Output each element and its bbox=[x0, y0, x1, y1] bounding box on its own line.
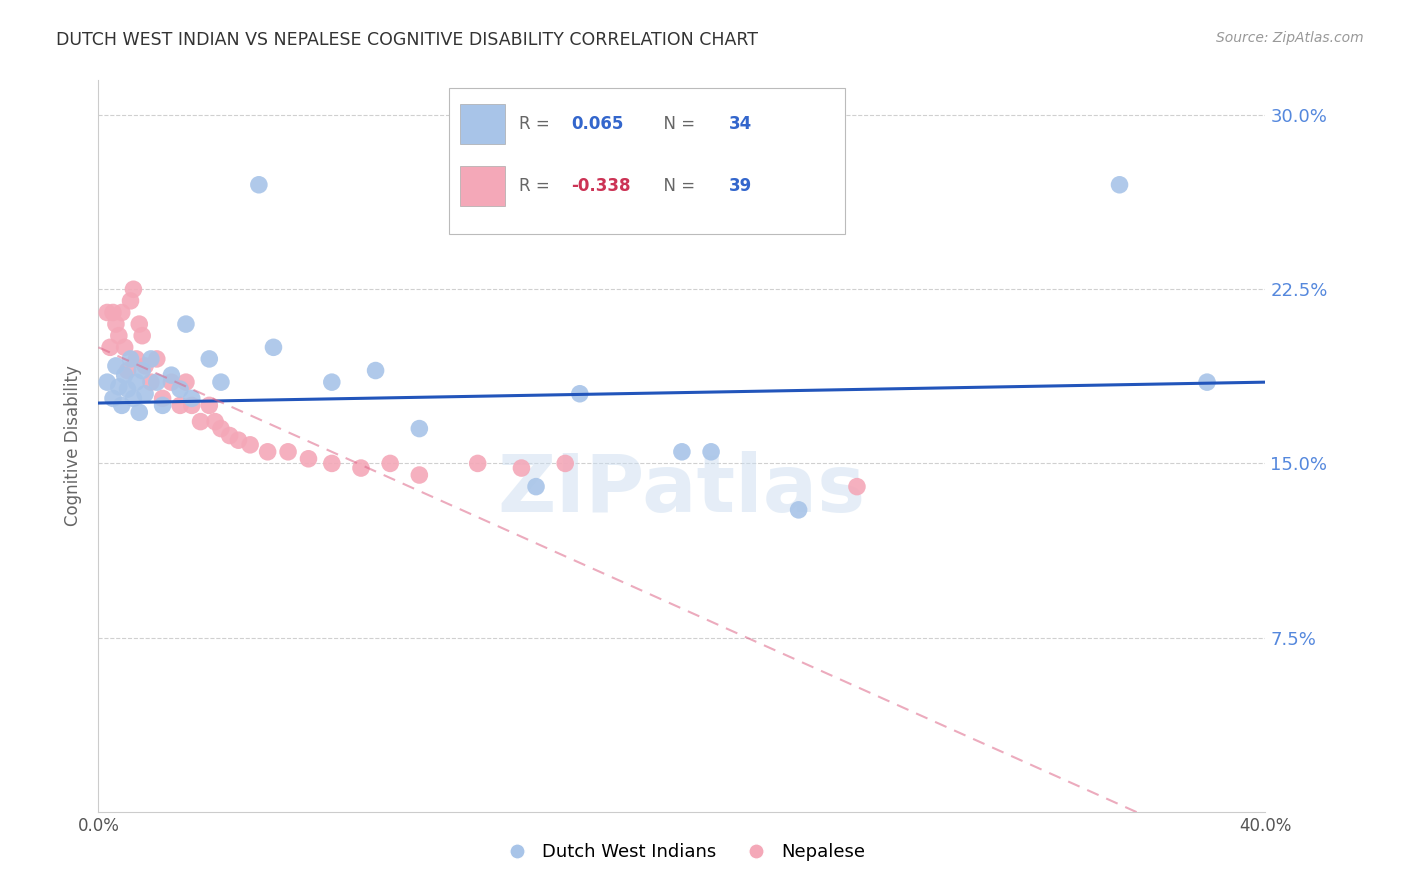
Text: -0.338: -0.338 bbox=[571, 178, 630, 195]
Point bbox=[1195, 375, 1218, 389]
Point bbox=[671, 445, 693, 459]
Text: ZIPatlas: ZIPatlas bbox=[498, 450, 866, 529]
Point bbox=[350, 461, 373, 475]
Point bbox=[218, 428, 240, 442]
FancyBboxPatch shape bbox=[460, 104, 505, 145]
Point bbox=[146, 375, 169, 389]
Text: R =: R = bbox=[519, 115, 554, 133]
Point bbox=[247, 178, 270, 192]
Point bbox=[108, 380, 131, 394]
Point bbox=[198, 351, 221, 366]
Text: DUTCH WEST INDIAN VS NEPALESE COGNITIVE DISABILITY CORRELATION CHART: DUTCH WEST INDIAN VS NEPALESE COGNITIVE … bbox=[56, 31, 758, 49]
Point bbox=[787, 503, 810, 517]
Point bbox=[846, 480, 869, 494]
Point bbox=[408, 421, 430, 435]
Point bbox=[128, 317, 150, 331]
Point bbox=[262, 340, 284, 354]
Point bbox=[174, 317, 197, 331]
Point bbox=[554, 457, 576, 471]
Point bbox=[152, 398, 174, 412]
Point bbox=[256, 445, 278, 459]
Y-axis label: Cognitive Disability: Cognitive Disability bbox=[65, 366, 83, 526]
Point bbox=[104, 317, 127, 331]
Point bbox=[96, 375, 118, 389]
Text: 34: 34 bbox=[728, 115, 752, 133]
Point bbox=[190, 415, 212, 429]
Point bbox=[180, 392, 202, 406]
Point bbox=[122, 392, 145, 406]
Point bbox=[139, 375, 162, 389]
Text: R =: R = bbox=[519, 178, 554, 195]
Point bbox=[364, 363, 387, 377]
Point bbox=[152, 392, 174, 406]
Point bbox=[209, 421, 232, 435]
Point bbox=[104, 359, 127, 373]
Point bbox=[198, 398, 221, 412]
Point bbox=[169, 382, 191, 396]
Point bbox=[321, 375, 343, 389]
FancyBboxPatch shape bbox=[460, 166, 505, 206]
Point bbox=[120, 351, 142, 366]
Point bbox=[108, 328, 131, 343]
Point bbox=[297, 451, 319, 466]
Point bbox=[277, 445, 299, 459]
Point bbox=[524, 480, 547, 494]
Point bbox=[568, 386, 591, 401]
FancyBboxPatch shape bbox=[449, 87, 845, 234]
Point bbox=[209, 375, 232, 389]
Text: N =: N = bbox=[652, 115, 700, 133]
Point bbox=[134, 386, 156, 401]
Point bbox=[114, 368, 136, 383]
Point bbox=[169, 398, 191, 412]
Point bbox=[96, 305, 118, 319]
Point bbox=[125, 351, 148, 366]
Point bbox=[160, 375, 183, 389]
Point bbox=[321, 457, 343, 471]
Point bbox=[160, 368, 183, 383]
Text: 39: 39 bbox=[728, 178, 752, 195]
Point bbox=[239, 438, 262, 452]
Text: Source: ZipAtlas.com: Source: ZipAtlas.com bbox=[1216, 31, 1364, 45]
Text: 0.065: 0.065 bbox=[571, 115, 623, 133]
Point bbox=[128, 405, 150, 419]
Point bbox=[131, 328, 153, 343]
Point bbox=[700, 445, 723, 459]
Point bbox=[117, 382, 139, 396]
Point bbox=[120, 293, 142, 308]
Point bbox=[101, 392, 124, 406]
Legend: Dutch West Indians, Nepalese: Dutch West Indians, Nepalese bbox=[491, 836, 873, 869]
Point bbox=[146, 351, 169, 366]
Point bbox=[380, 457, 402, 471]
Point bbox=[510, 461, 533, 475]
Point bbox=[122, 282, 145, 296]
Point bbox=[174, 375, 197, 389]
Point bbox=[204, 415, 226, 429]
Text: N =: N = bbox=[652, 178, 700, 195]
Point bbox=[101, 305, 124, 319]
Point bbox=[131, 363, 153, 377]
Point bbox=[111, 398, 134, 412]
Point bbox=[467, 457, 489, 471]
Point bbox=[408, 468, 430, 483]
Point bbox=[1108, 178, 1130, 192]
Point bbox=[111, 305, 134, 319]
Point bbox=[134, 359, 156, 373]
Point bbox=[125, 375, 148, 389]
Point bbox=[98, 340, 121, 354]
Point bbox=[114, 340, 136, 354]
Point bbox=[228, 433, 250, 447]
Point bbox=[139, 351, 162, 366]
Point bbox=[117, 363, 139, 377]
Point bbox=[180, 398, 202, 412]
